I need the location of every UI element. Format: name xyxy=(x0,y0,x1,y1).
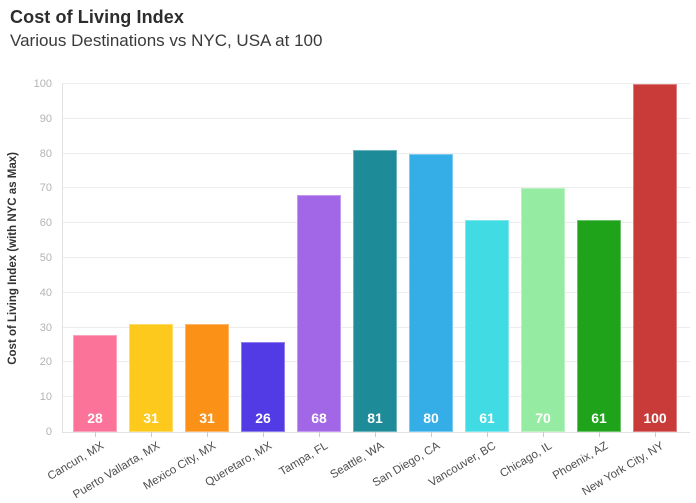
bar-seattle-wa: 81 xyxy=(353,150,397,432)
bar-queretaro-mx: 26 xyxy=(241,341,285,432)
bar-value-label: 100 xyxy=(643,410,667,426)
x-tick-mark xyxy=(487,432,488,437)
y-tick-label: 40 xyxy=(39,286,52,299)
chart-title: Cost of Living Index xyxy=(10,7,185,27)
x-axis: Cancun, MX Puerto Vallarta, MX Mexico City… xyxy=(46,432,690,503)
y-tick-label: 90 xyxy=(39,112,52,125)
bar-phoenix-az: 61 xyxy=(577,219,621,432)
bar-value-label: 26 xyxy=(255,410,271,426)
y-tick-label: 70 xyxy=(39,182,52,195)
bar-cancun-mx: 28 xyxy=(73,334,117,432)
x-tick-mark xyxy=(599,432,600,437)
y-tick-label: 100 xyxy=(33,78,52,90)
x-tick-mark xyxy=(95,432,96,437)
y-axis-line xyxy=(62,84,63,432)
x-tick-mark xyxy=(263,432,264,437)
bar-value-label: 68 xyxy=(311,410,327,426)
bar-value-label: 31 xyxy=(199,410,215,426)
bar-value-label: 81 xyxy=(367,410,383,426)
bar-puerto-vallarta-mx: 31 xyxy=(129,324,173,432)
bar-value-label: 31 xyxy=(143,410,159,426)
bar-value-label: 61 xyxy=(479,410,495,426)
bar-tampa-fl: 68 xyxy=(297,195,341,432)
y-tick-label: 20 xyxy=(39,356,52,369)
gridline-y0 xyxy=(62,432,690,433)
y-tick-label: 80 xyxy=(39,147,52,160)
gridline-y90 xyxy=(62,117,690,119)
bar-value-label: 70 xyxy=(535,410,551,426)
x-tick-mark xyxy=(543,432,544,437)
plot-area: 28 31 31 26 68 81 80 61 70 61 100 xyxy=(62,83,690,433)
bar-new-york-city-ny: 100 xyxy=(633,84,677,432)
y-axis-tick-labels: 0 10 20 30 40 50 60 70 80 90 100 xyxy=(0,78,57,438)
x-tick-label: Cancun, MX xyxy=(45,440,107,483)
x-tick-mark xyxy=(151,432,152,437)
y-tick-label: 0 xyxy=(45,426,52,438)
y-tick-label: 30 xyxy=(39,321,52,334)
y-tick-label: 10 xyxy=(39,391,52,404)
bar-chicago-il: 70 xyxy=(521,188,565,432)
bar-value-label: 80 xyxy=(423,410,439,426)
x-tick-mark xyxy=(319,432,320,437)
bar-value-label: 28 xyxy=(87,410,103,426)
x-tick-mark xyxy=(431,432,432,437)
bar-vancouver-bc: 61 xyxy=(465,219,509,432)
gridline-y100 xyxy=(62,83,690,84)
x-tick-mark xyxy=(207,432,208,437)
x-tick-mark xyxy=(375,432,376,437)
bar-value-label: 61 xyxy=(591,410,607,426)
x-tick-mark xyxy=(655,432,656,437)
bar-san-diego-ca: 80 xyxy=(409,153,453,432)
chart-subtitle: Various Destinations vs NYC, USA at 100 xyxy=(10,31,323,50)
y-tick-label: 60 xyxy=(39,217,52,230)
bar-mexico-city-mx: 31 xyxy=(185,324,229,432)
y-tick-label: 50 xyxy=(39,252,52,264)
